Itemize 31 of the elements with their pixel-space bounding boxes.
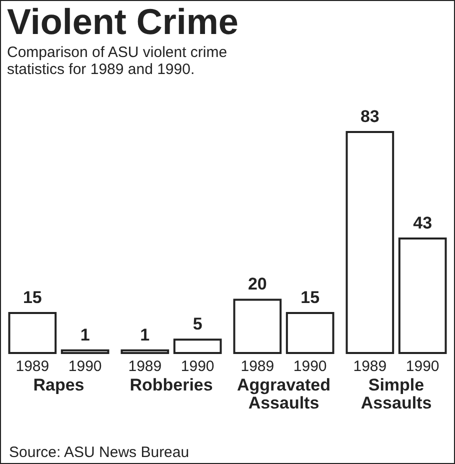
text: 1990 [180, 358, 214, 375]
bar [398, 238, 447, 354]
chart-subtitle: Comparison of ASU violent crime statistics for 1989 and 1990. [7, 44, 228, 78]
data-label: 1 [80, 325, 90, 344]
bar [286, 312, 334, 354]
data-label: 5 [192, 314, 202, 334]
x-tick-label: Rapes [33, 376, 84, 394]
data-label: 15 [22, 288, 42, 308]
text: 1989 [128, 358, 162, 375]
x-tick-label: Aggravated Assaults [236, 376, 331, 412]
data-label: 1 [140, 325, 150, 344]
chart-title: Violent Crime [7, 1, 238, 42]
text: 1990 [293, 358, 327, 375]
source-note: Source: ASU News Bureau [9, 444, 190, 461]
series-label: 1989 [16, 358, 50, 375]
text: 1989 [240, 358, 274, 375]
data-label: 83 [360, 107, 380, 126]
series-label: 1990 [68, 358, 102, 375]
bar [8, 312, 57, 354]
bar [173, 338, 222, 354]
data-label: 43 [413, 214, 432, 233]
data-label: 15 [300, 288, 320, 308]
x-tick-label: Simple Assaults [360, 376, 432, 412]
bar [60, 349, 110, 354]
x-tick-label: Robberies [130, 376, 213, 394]
bar [120, 349, 170, 354]
bar [233, 298, 282, 354]
data-label: 20 [248, 274, 267, 294]
bar [346, 131, 394, 354]
text: 1990 [406, 358, 440, 375]
text: 1989 [353, 358, 387, 375]
